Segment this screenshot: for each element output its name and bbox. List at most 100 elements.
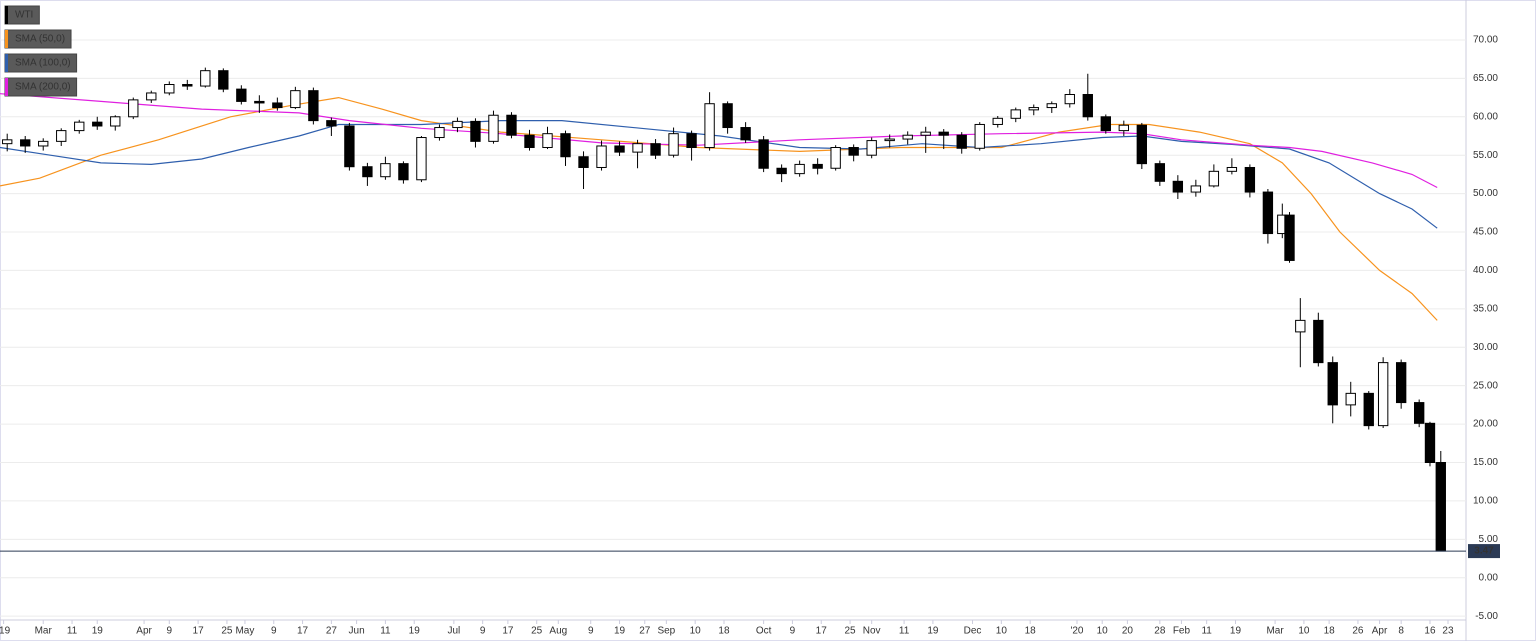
candle-body: [20, 139, 31, 147]
candle-body: [110, 116, 121, 127]
candle-body: [722, 103, 733, 129]
candle-body: [632, 143, 643, 153]
candle-body: [542, 133, 553, 149]
y-tick-label: 20.00: [1473, 419, 1498, 430]
x-tick-label: 27: [326, 626, 338, 637]
x-tick-label: 25: [845, 626, 857, 637]
candle-body: [470, 120, 481, 142]
x-tick-label: Apr: [1372, 626, 1388, 637]
candle-body: [1345, 392, 1356, 406]
x-tick-label: '20: [1070, 626, 1083, 637]
x-tick-label: 28: [1154, 626, 1166, 637]
candle-body: [1154, 163, 1166, 182]
x-tick-label: 9: [588, 626, 594, 637]
y-tick-label: 10.00: [1473, 496, 1498, 507]
candle-body: [200, 70, 211, 87]
x-tick-label: 17: [816, 626, 828, 637]
candle-body: [1262, 191, 1274, 235]
candle-body: [1284, 214, 1295, 261]
candle-body: [434, 127, 445, 139]
candle-body: [506, 114, 517, 136]
candle-body: [578, 156, 589, 168]
candle-body: [182, 84, 193, 87]
plot-area: [0, 67, 1446, 552]
x-tick-label: 8: [1398, 626, 1404, 637]
candle-body: [848, 147, 859, 156]
y-tick-label: 50.00: [1473, 188, 1498, 199]
candle-body: [1244, 166, 1256, 193]
candle-body: [74, 121, 85, 132]
x-tick-label: 10: [996, 626, 1008, 637]
candle-body: [596, 145, 607, 168]
y-tick-label: 15.00: [1473, 457, 1498, 468]
candle-body: [830, 147, 841, 169]
x-tick-label: 18: [1025, 626, 1037, 637]
x-tick-label: 9: [167, 626, 173, 637]
x-tick-label: 19: [409, 626, 421, 637]
candle-body: [884, 138, 895, 142]
legend-label: WTI: [15, 10, 33, 21]
legend-item: SMA (50,0): [4, 29, 72, 49]
x-tick-label: 19: [92, 626, 104, 637]
x-tick-label: 11: [899, 626, 910, 637]
candle-body: [1435, 462, 1446, 552]
x-tick-label: 18: [1324, 626, 1336, 637]
x-tick-label: May: [235, 626, 254, 637]
x-tick-label: 10: [1298, 626, 1310, 637]
candle-body: [1295, 319, 1306, 333]
candle-body: [1363, 392, 1374, 427]
candle-body: [1028, 107, 1039, 111]
y-tick-label: 25.00: [1473, 380, 1498, 391]
x-tick-label: 9: [271, 626, 277, 637]
x-tick-label: 9: [790, 626, 796, 637]
x-tick-label: Aug: [549, 626, 567, 637]
candle-body: [1082, 93, 1093, 118]
candle-body: [380, 163, 391, 178]
y-tick-label: 65.00: [1473, 73, 1498, 84]
x-tick-label: Apr: [136, 626, 152, 637]
candle-body: [254, 100, 265, 104]
candle-body: [290, 90, 301, 109]
last-price-label: 3.47: [1474, 546, 1494, 557]
candle-body: [992, 117, 1003, 125]
y-tick-label: 0.00: [1479, 572, 1499, 583]
candle-body: [668, 133, 679, 156]
x-tick-label: 17: [502, 626, 514, 637]
x-tick-label: Nov: [863, 626, 881, 637]
candle-body: [1226, 166, 1238, 172]
x-tick-label: 10: [1097, 626, 1109, 637]
candle-body: [956, 134, 967, 149]
candle-body: [1010, 109, 1021, 119]
x-tick-label: 18: [718, 626, 730, 637]
candle-body: [236, 88, 247, 102]
candle-body: [794, 163, 805, 175]
y-tick-label: 45.00: [1473, 227, 1498, 238]
candle-body: [92, 121, 103, 127]
candle-body: [866, 140, 877, 156]
legend-swatch: [5, 78, 8, 96]
candle-body: [614, 145, 625, 153]
candle-body: [776, 167, 787, 175]
legend-label: SMA (50,0): [15, 34, 65, 45]
x-tick-label: 11: [67, 626, 78, 637]
candle-body: [452, 120, 463, 129]
x-tick-label: 9: [480, 626, 486, 637]
x-tick-label: 19: [927, 626, 939, 637]
legend-item: SMA (100,0): [4, 53, 78, 73]
y-tick-label: 5.00: [1479, 534, 1499, 545]
candle-body: [758, 139, 769, 169]
candle-body: [1208, 170, 1220, 187]
x-tick-label: 17: [193, 626, 205, 637]
x-tick-label: 17: [297, 626, 309, 637]
candle-body: [326, 120, 337, 127]
y-tick-label: 60.00: [1473, 111, 1498, 122]
y-tick-label: 40.00: [1473, 265, 1498, 276]
x-tick-label: 27: [639, 626, 651, 637]
candle-body: [740, 127, 751, 141]
sma-line: [0, 96, 1438, 321]
candle-body: [650, 143, 661, 156]
x-tick-label: 23: [1442, 626, 1454, 637]
candle-body: [938, 131, 949, 136]
